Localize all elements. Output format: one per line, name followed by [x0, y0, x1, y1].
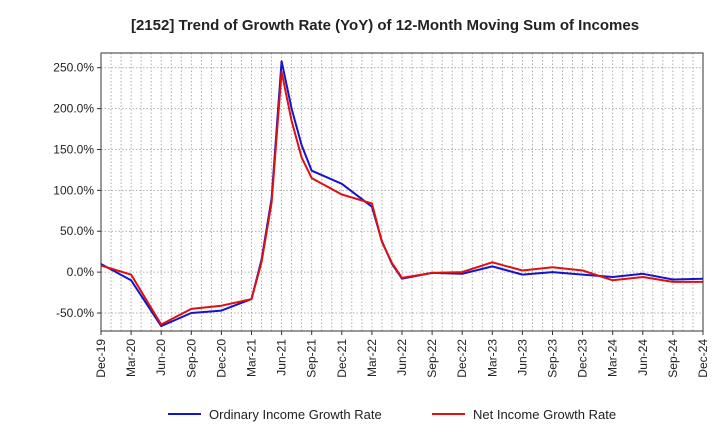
y-axis: 250.0% 200.0% 150.0% 100.0% 50.0% 0.0% -50.0%: [53, 61, 101, 320]
x-tick-label: Sep-24: [666, 339, 680, 378]
y-tick-label: 250.0%: [53, 61, 94, 75]
x-tick-label: Mar-24: [606, 339, 620, 377]
x-tick-label: Sep-21: [305, 339, 319, 378]
x-tick-label: Sep-20: [184, 339, 198, 378]
x-tick-label: Mar-20: [124, 339, 138, 377]
x-tick-label: Jun-21: [275, 339, 289, 376]
x-tick-label: Dec-20: [214, 339, 228, 378]
x-tick-label: Jun-23: [515, 339, 529, 376]
x-tick-label: Mar-21: [245, 339, 259, 377]
x-tick-label: Dec-19: [94, 339, 108, 378]
series-lines: [100, 60, 704, 328]
x-tick-label: Mar-23: [485, 339, 499, 377]
x-tick-label: Jun-20: [154, 339, 168, 376]
x-axis: Dec-19 Mar-20 Jun-20 Sep-20 Dec-20 Mar-21 Jun-…: [94, 331, 710, 378]
y-tick-label: -50.0%: [56, 306, 94, 320]
x-tick-label: Jun-22: [395, 339, 409, 376]
legend-label-2: Net Income Growth Rate: [473, 407, 616, 422]
legend: Ordinary Income Growth Rate Net Income Gr…: [168, 407, 616, 422]
x-tick-label: Sep-22: [425, 339, 439, 378]
y-tick-label: 150.0%: [53, 142, 94, 156]
x-tick-label: Sep-23: [546, 339, 560, 378]
y-tick-label: 100.0%: [53, 183, 94, 197]
x-tick-label: Jun-24: [636, 339, 650, 376]
grid: [101, 53, 703, 331]
chart-title: [2152] Trend of Growth Rate (YoY) of 12-…: [131, 17, 639, 34]
x-tick-label: Dec-22: [455, 339, 469, 378]
plot-frame: [100, 52, 704, 332]
x-tick-label: Dec-21: [335, 339, 349, 378]
y-tick-label: 200.0%: [53, 102, 94, 116]
legend-label-1: Ordinary Income Growth Rate: [209, 407, 382, 422]
x-tick-label: Dec-23: [576, 339, 590, 378]
x-tick-label: Dec-24: [696, 339, 710, 378]
x-tick-label: Mar-22: [365, 339, 379, 377]
series-line-2: [100, 70, 703, 326]
y-tick-label: 0.0%: [67, 265, 95, 279]
y-tick-label: 50.0%: [60, 224, 94, 238]
